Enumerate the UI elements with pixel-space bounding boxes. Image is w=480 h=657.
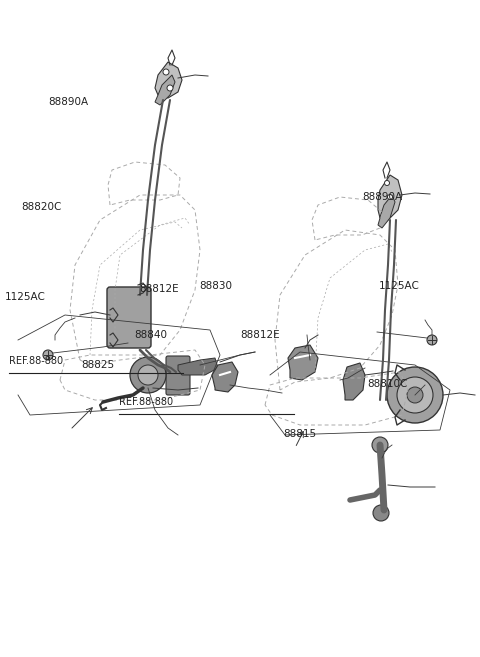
Polygon shape	[343, 363, 365, 400]
Text: 88815: 88815	[283, 428, 316, 439]
Polygon shape	[155, 75, 175, 105]
Circle shape	[397, 377, 433, 413]
Text: 1125AC: 1125AC	[379, 281, 420, 291]
Text: 88890A: 88890A	[362, 192, 403, 202]
Circle shape	[384, 181, 389, 185]
Circle shape	[373, 505, 389, 521]
Polygon shape	[212, 362, 238, 392]
Circle shape	[130, 357, 166, 393]
Circle shape	[163, 69, 169, 75]
Polygon shape	[378, 195, 395, 228]
Text: REF.88-880: REF.88-880	[9, 356, 63, 367]
FancyBboxPatch shape	[166, 356, 190, 395]
Polygon shape	[378, 175, 402, 220]
Text: 88812E: 88812E	[240, 330, 280, 340]
Polygon shape	[155, 62, 182, 98]
Polygon shape	[288, 345, 318, 380]
Text: 88830: 88830	[199, 281, 232, 291]
Circle shape	[138, 365, 158, 385]
Circle shape	[387, 194, 393, 200]
Text: 88812E: 88812E	[139, 284, 179, 294]
Circle shape	[43, 350, 53, 360]
Circle shape	[372, 437, 388, 453]
Circle shape	[387, 367, 443, 423]
Polygon shape	[178, 358, 218, 375]
Text: REF.88-880: REF.88-880	[119, 397, 173, 407]
Circle shape	[167, 85, 173, 91]
Text: 88810C: 88810C	[367, 379, 408, 390]
Circle shape	[407, 387, 423, 403]
Circle shape	[427, 335, 437, 345]
Text: 88890A: 88890A	[48, 97, 88, 107]
Text: 88825: 88825	[82, 359, 115, 370]
Text: 88840: 88840	[134, 330, 168, 340]
Text: 1125AC: 1125AC	[5, 292, 46, 302]
Text: 88820C: 88820C	[22, 202, 62, 212]
FancyBboxPatch shape	[107, 287, 151, 348]
